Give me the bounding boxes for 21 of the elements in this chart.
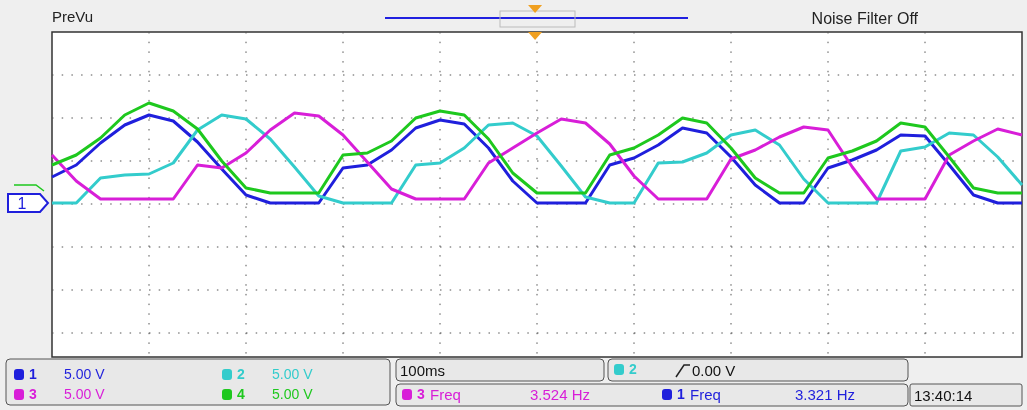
text: 13:40:14 bbox=[914, 387, 973, 404]
text: PreVu bbox=[52, 8, 94, 25]
text: 5.00 V bbox=[272, 386, 314, 402]
text: Noise Filter Off bbox=[811, 10, 919, 27]
text: 3.321 Hz bbox=[795, 386, 856, 403]
text: 1 bbox=[17, 195, 27, 212]
legend-label: 4 bbox=[237, 386, 246, 402]
text: 0.00 V bbox=[692, 362, 736, 379]
legend-label: 2 bbox=[629, 361, 638, 377]
text: 1 bbox=[677, 386, 685, 402]
text: 5.00 V bbox=[272, 366, 314, 382]
text: Freq bbox=[690, 386, 721, 403]
text: 5.00 V bbox=[64, 366, 106, 382]
text: 2 bbox=[237, 366, 245, 382]
legend-label: 3 bbox=[417, 386, 426, 402]
text: 100ms bbox=[400, 362, 446, 379]
text: 3.524 Hz bbox=[530, 386, 591, 403]
text: 5.00 V bbox=[64, 386, 106, 402]
legend-label: 1 bbox=[29, 366, 38, 382]
text: 3 bbox=[29, 386, 37, 402]
text: Freq bbox=[430, 386, 461, 403]
